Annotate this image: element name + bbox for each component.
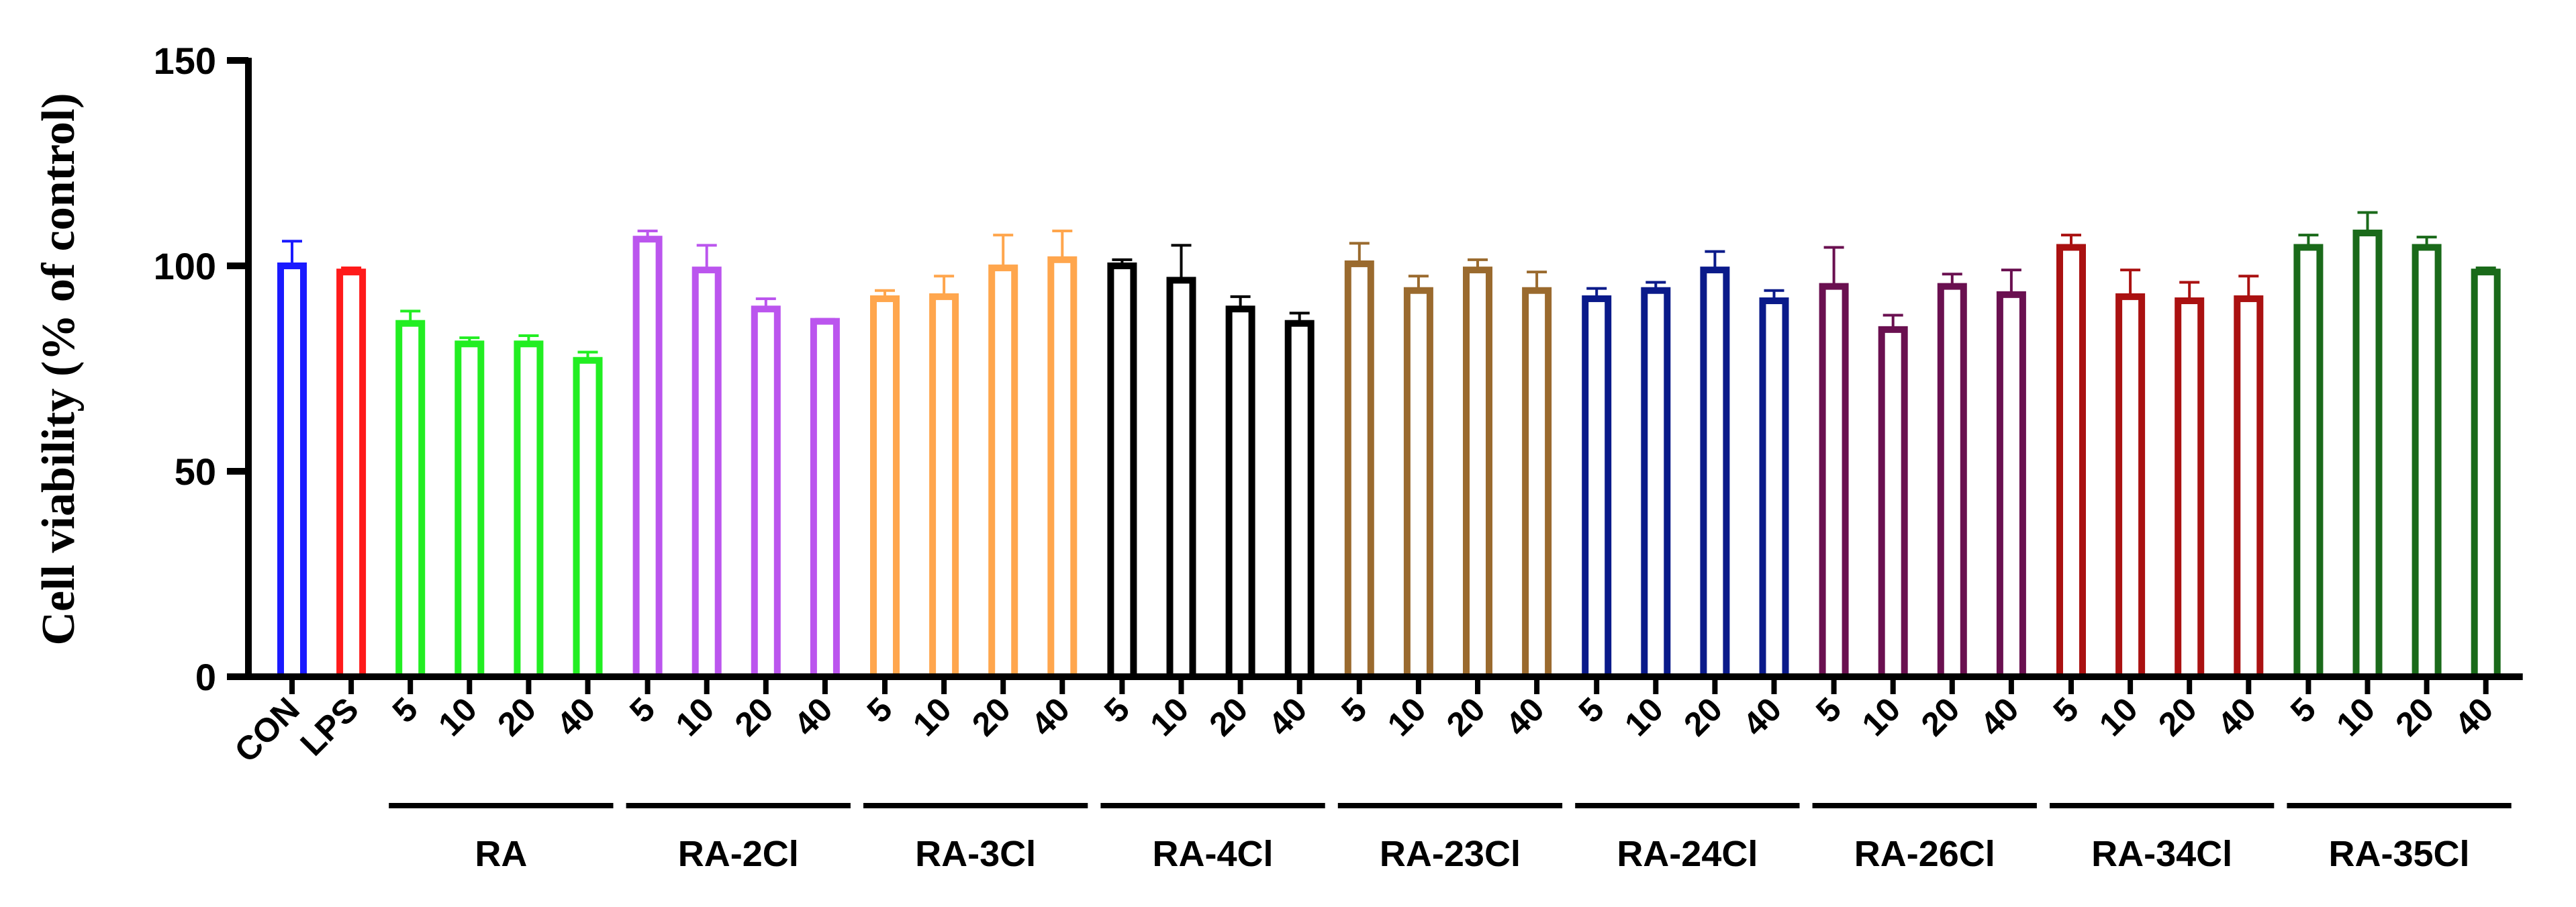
bar bbox=[691, 267, 722, 680]
x-tick-label: 10 bbox=[1380, 690, 1433, 743]
x-tick-label: 40 bbox=[1735, 690, 1788, 743]
bar bbox=[1878, 326, 1908, 680]
x-tick-label: 40 bbox=[2210, 690, 2263, 743]
bar bbox=[277, 262, 307, 680]
x-tick-label: 20 bbox=[728, 690, 781, 743]
x-tick-label: 5 bbox=[1334, 690, 1374, 730]
bar bbox=[573, 356, 603, 680]
x-tick-label: 40 bbox=[1261, 690, 1315, 743]
bar bbox=[1641, 287, 1671, 681]
bar bbox=[455, 340, 485, 681]
bar bbox=[1047, 256, 1078, 680]
bar bbox=[929, 293, 959, 680]
bar bbox=[1522, 287, 1552, 681]
group-labels: RA RA-2Cl RA-3Cl RA-4Cl RA-23Cl RA-24Cl RA-26C… bbox=[389, 803, 2512, 874]
y-axis: 0 50 100 150 bbox=[154, 40, 252, 698]
x-tick-label: 20 bbox=[490, 690, 543, 743]
bar bbox=[2471, 269, 2501, 680]
bar bbox=[1700, 267, 1730, 680]
x-tick-label: 5 bbox=[1572, 690, 1611, 730]
x-tick-label: 20 bbox=[1439, 690, 1492, 743]
x-tick-label: LPS bbox=[293, 690, 366, 763]
x-tick-label: 20 bbox=[1676, 690, 1729, 743]
x-tick-label: 20 bbox=[2151, 690, 2204, 743]
bar bbox=[2056, 244, 2086, 680]
bar bbox=[632, 236, 663, 681]
bar bbox=[2293, 244, 2324, 680]
x-tick-label: 20 bbox=[1202, 690, 1255, 743]
bars bbox=[277, 211, 2501, 681]
x-tick-label: 10 bbox=[906, 690, 959, 743]
x-tick-label: 10 bbox=[2329, 690, 2382, 743]
x-tick-label: 40 bbox=[549, 690, 602, 743]
bar bbox=[751, 305, 781, 680]
bar bbox=[2234, 295, 2264, 680]
y-tick-label: 150 bbox=[154, 40, 216, 82]
y-tick-label: 100 bbox=[154, 245, 216, 287]
x-tick-label: 40 bbox=[1024, 690, 1077, 743]
bar bbox=[1582, 295, 1612, 680]
group-label: RA-34Cl bbox=[2091, 834, 2232, 874]
x-tick-label: CON bbox=[228, 690, 307, 769]
bar bbox=[1284, 320, 1315, 680]
group-label: RA-23Cl bbox=[1380, 834, 1521, 874]
bar bbox=[2175, 297, 2205, 680]
x-tick-label: 5 bbox=[2283, 690, 2323, 730]
bar bbox=[514, 340, 544, 681]
x-tick-label: 40 bbox=[1973, 690, 2026, 743]
y-tick-label: 0 bbox=[195, 656, 216, 698]
group-label: RA-26Cl bbox=[1854, 834, 1995, 874]
bar bbox=[2352, 230, 2383, 681]
bar bbox=[810, 318, 840, 680]
x-tick-label: 10 bbox=[1855, 690, 1908, 743]
bar bbox=[1937, 283, 1967, 681]
bar bbox=[336, 269, 367, 680]
bar bbox=[1403, 287, 1433, 681]
bar bbox=[988, 265, 1018, 680]
y-axis-label: Cell viability (% of control) bbox=[33, 93, 85, 645]
x-tick-label: 40 bbox=[1498, 690, 1552, 743]
y-tick-label: 50 bbox=[175, 450, 216, 493]
group-label: RA-24Cl bbox=[1617, 834, 1758, 874]
group-label: RA bbox=[475, 834, 527, 874]
bar bbox=[395, 320, 426, 680]
group-label: RA-3Cl bbox=[915, 834, 1036, 874]
bar bbox=[1996, 291, 2026, 680]
group-label: RA-4Cl bbox=[1153, 834, 1274, 874]
bar bbox=[1344, 260, 1374, 680]
x-tick-label: 5 bbox=[622, 690, 662, 730]
bar bbox=[2412, 244, 2442, 680]
x-tick-label: 20 bbox=[2388, 690, 2441, 743]
x-tick-label: 5 bbox=[860, 690, 900, 730]
x-tick-label: 20 bbox=[965, 690, 1018, 743]
x-tick-label: 40 bbox=[787, 690, 840, 743]
bar bbox=[2115, 293, 2146, 680]
bar bbox=[1225, 305, 1255, 680]
x-tick-label: 10 bbox=[1617, 690, 1670, 743]
bar bbox=[1166, 277, 1196, 681]
group-label: RA-2Cl bbox=[678, 834, 799, 874]
x-tick-label: 10 bbox=[2092, 690, 2145, 743]
bar bbox=[1819, 283, 1849, 681]
x-tick-label: 10 bbox=[669, 690, 722, 743]
group-label: RA-35Cl bbox=[2329, 834, 2470, 874]
bar bbox=[1463, 267, 1492, 680]
x-tick-label: 5 bbox=[385, 690, 425, 730]
x-tick-label: 40 bbox=[2448, 690, 2501, 743]
bar bbox=[870, 295, 900, 680]
x-tick-label: 5 bbox=[2046, 690, 2086, 730]
x-tick-label: 5 bbox=[1809, 690, 1848, 730]
x-tick-label: 10 bbox=[431, 690, 484, 743]
x-tick-label: 5 bbox=[1097, 690, 1137, 730]
x-tick-label: 10 bbox=[1143, 690, 1196, 743]
bar bbox=[1759, 297, 1789, 680]
bar bbox=[1107, 262, 1137, 680]
x-tick-label: 20 bbox=[1914, 690, 1967, 743]
